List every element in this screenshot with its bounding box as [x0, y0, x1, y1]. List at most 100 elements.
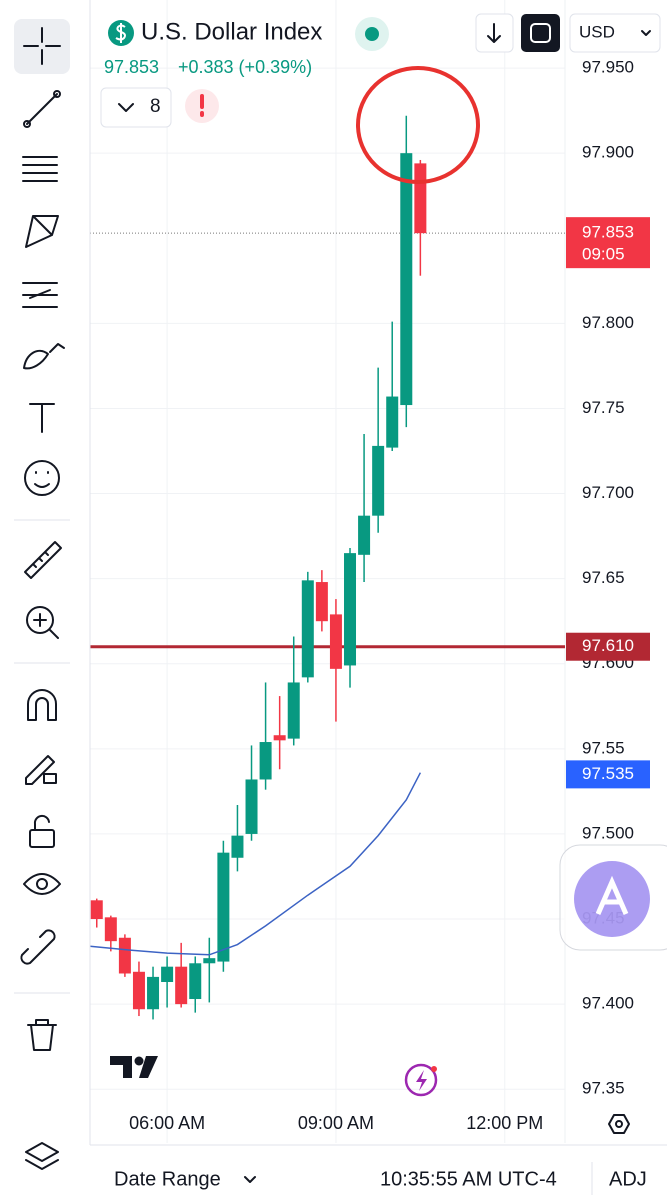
trendline-icon[interactable] [26, 93, 58, 125]
indicators-toggle[interactable] [100, 87, 172, 128]
zoom-icon[interactable] [26, 606, 54, 634]
x-tick-label: 06:00 AM [129, 1113, 205, 1133]
tv-logo-dot [134, 1056, 144, 1066]
candle-body [132, 971, 145, 1010]
indicator-count: 8 [150, 96, 161, 117]
candle-body [231, 835, 244, 858]
candle-body [217, 852, 230, 962]
y-tick-label: 97.900 [582, 143, 634, 162]
bolt-icon [416, 1070, 427, 1091]
layers-icon[interactable] [25, 1142, 59, 1170]
x-tick-label: 09:00 AM [298, 1113, 374, 1133]
annotation-circle [356, 66, 480, 184]
eye-icon[interactable] [23, 873, 61, 895]
candle-body [400, 153, 413, 406]
link-icon[interactable] [20, 929, 56, 965]
lock-small [43, 773, 57, 784]
toolbar [14, 0, 91, 1170]
crosshair-icon [23, 27, 61, 65]
assistant-icon [595, 875, 629, 916]
candle-body [189, 963, 202, 1000]
candle-body [273, 735, 286, 741]
y-tick-label: 97.35 [582, 1079, 625, 1098]
fib-icon[interactable] [22, 156, 58, 182]
ma-label: 97.535 [582, 764, 634, 783]
candle-body [372, 445, 385, 516]
magnet-icon[interactable] [27, 689, 57, 721]
candle-body [90, 900, 103, 920]
candle-body [315, 582, 328, 622]
unlock-shackle [33, 814, 50, 831]
y-tick-label: 97.800 [582, 313, 634, 332]
fullscreen-icon [530, 23, 551, 43]
settings-center [615, 1120, 623, 1128]
fullscreen-button[interactable] [521, 14, 560, 52]
level-label: 97.610 [582, 636, 634, 655]
download-icon [487, 23, 501, 43]
y-tick-label: 97.55 [582, 738, 625, 757]
y-tick-label: 97.75 [582, 398, 625, 417]
candle-body [118, 937, 131, 974]
candle-body [259, 742, 272, 780]
bolt-dot [431, 1066, 437, 1072]
emoji-face [34, 471, 50, 488]
header: U.S. Dollar Index USD 97.853 +0.383 (+0.… [100, 13, 661, 128]
unlock-icon[interactable] [29, 829, 55, 848]
candle-body [329, 614, 342, 669]
chevron [118, 103, 134, 112]
y-tick-label: 97.700 [582, 483, 634, 502]
market-status-dot [365, 27, 379, 41]
eye-pupil [36, 878, 48, 890]
dollar-sign [115, 23, 126, 43]
tv-logo-v [139, 1056, 158, 1078]
candle-body [386, 396, 399, 448]
trash-icon[interactable] [27, 1019, 57, 1051]
y-tick-label: 97.65 [582, 568, 625, 587]
last-price: 97.853 [104, 57, 159, 77]
y-tick-label: 97.400 [582, 994, 634, 1013]
settings-icon[interactable] [608, 1114, 630, 1134]
candle-body [161, 966, 174, 982]
emoji-icon[interactable] [24, 460, 60, 496]
chevron [244, 1176, 256, 1183]
trendline-dot [23, 120, 31, 128]
tv-logo-t [110, 1056, 132, 1078]
date-range[interactable]: Date Range [114, 1168, 221, 1190]
lock-draw-icon[interactable] [25, 755, 55, 785]
ruler-icon[interactable] [24, 541, 62, 579]
crosshair-tool[interactable] [14, 19, 70, 74]
y-tick-label: 97.950 [582, 58, 634, 77]
last-price-badge [566, 217, 650, 269]
pattern-icon[interactable] [25, 215, 59, 248]
moving-average [89, 772, 422, 956]
bolt-button[interactable] [404, 1063, 438, 1097]
candle-body [344, 553, 357, 666]
candle-body [147, 976, 160, 1010]
footer: Date Range 10:35:55 AM UTC-4 ADJ [90, 1114, 667, 1195]
symbol-title[interactable]: U.S. Dollar Index [141, 18, 322, 45]
tv-logo [110, 1056, 158, 1078]
candle-body [301, 580, 314, 678]
chevron [641, 30, 651, 36]
price-change: +0.383 (+0.39%) [178, 57, 312, 77]
candle-body [358, 515, 371, 555]
adjust-toggle[interactable]: ADJ [609, 1168, 647, 1190]
y-tick-label: 97.500 [582, 823, 634, 842]
zoom-plus [33, 613, 59, 639]
currency-select[interactable] [569, 13, 661, 53]
level-badge [566, 632, 650, 661]
assistant-button[interactable] [574, 861, 650, 937]
countdown-label: 09:05 [582, 245, 625, 264]
projection-icon[interactable] [22, 282, 58, 308]
x-tick-label: 12:00 PM [466, 1113, 543, 1133]
trendline-dot [53, 90, 61, 98]
text-icon[interactable] [29, 403, 55, 433]
ma-badge [566, 760, 650, 789]
candle-body [287, 682, 300, 739]
candle-body [203, 958, 216, 964]
brush-icon[interactable] [23, 343, 65, 370]
candle-body [245, 779, 258, 834]
candle-body [414, 163, 427, 234]
